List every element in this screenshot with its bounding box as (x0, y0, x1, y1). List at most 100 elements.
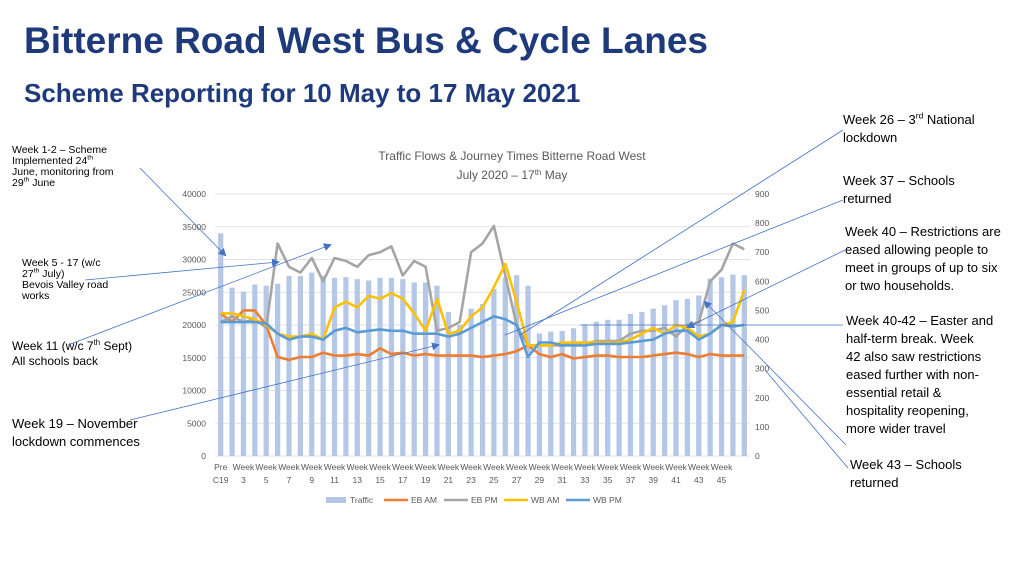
annotation-line: returned (850, 474, 899, 490)
x-axis-tick-label: Week (460, 462, 482, 472)
x-axis-tick-label: 43 (694, 475, 704, 485)
left-axis-tick-label: 0 (201, 451, 206, 461)
traffic-bar (650, 308, 656, 456)
traffic-bar (434, 285, 440, 456)
x-axis-tick-label: 21 (444, 475, 454, 485)
x-axis-tick-label: 11 (330, 475, 339, 485)
traffic-bar (388, 277, 395, 456)
series-line-eb-am (219, 309, 745, 362)
left-axis-tick-label: 30000 (182, 255, 206, 265)
annotation-line: hospitality reopening, (846, 402, 969, 418)
legend-label-eb-am: EB AM (411, 495, 437, 505)
annotation-week-40: Week 40 – Restrictions are eased allowin… (845, 223, 1001, 295)
x-axis-ticks: Pre C19 Week 3 Week 5 Week 7 Week 9 Week 11 Week 13 We… (213, 462, 733, 485)
traffic-bar (536, 333, 543, 456)
left-axis-tick-label: 5000 (187, 418, 206, 428)
annotation-line: Week 11 (w/c 7th Sept) (12, 338, 133, 353)
traffic-bar (422, 282, 429, 456)
traffic-bar (274, 283, 281, 456)
right-axis-tick-label: 400 (755, 335, 769, 345)
traffic-bar (286, 275, 292, 456)
x-axis-tick-label: 41 (671, 475, 681, 485)
page-subtitle: Scheme Reporting for 10 May to 17 May 20… (24, 78, 581, 108)
x-axis-tick-label: 13 (353, 475, 363, 485)
annotation-pointer (139, 167, 227, 257)
left-axis-tick-label: 25000 (182, 287, 206, 297)
traffic-bar (662, 305, 668, 456)
x-axis-tick-label: 27 (512, 475, 522, 485)
x-axis-tick-label: Week (688, 462, 710, 472)
annotation-week-37: Week 37 – Schools returned (843, 172, 955, 208)
x-axis-tick-label: Week (278, 462, 300, 472)
annotation-line: eased further with non- (846, 366, 979, 382)
annotation-pointer (129, 342, 440, 421)
traffic-bars (218, 233, 747, 456)
x-axis-tick-label: 7 (287, 475, 292, 485)
x-axis-tick-label: Week (255, 462, 277, 472)
x-axis-tick-label: 45 (717, 475, 727, 485)
annotation-line: Week 37 – Schools (843, 173, 955, 188)
annotation-line: Week 1-2 – Scheme (12, 144, 107, 156)
traffic-bar (741, 275, 747, 456)
traffic-bar (309, 272, 315, 456)
right-axis-tick-label: 900 (755, 189, 769, 199)
x-axis-tick-label: Week (369, 462, 391, 472)
legend-label-traffic: Traffic (350, 495, 374, 505)
traffic-bar (457, 325, 463, 456)
traffic-bar (297, 275, 303, 456)
x-axis-tick-label: Week (551, 462, 573, 472)
annotation-line: Bevois Valley road (22, 279, 109, 292)
x-axis-tick-label: 17 (398, 475, 408, 485)
x-axis-tick-label: Week (301, 462, 323, 472)
x-axis-tick-label: 25 (489, 475, 499, 485)
traffic-bar (684, 298, 691, 456)
annotation-line: or two households. (845, 277, 955, 293)
series-line-wb-am (220, 262, 746, 347)
annotation-week-19: Week 19 – November lockdown commences (12, 415, 140, 451)
annotation-line: works (22, 290, 50, 303)
traffic-bar (593, 321, 599, 456)
x-axis-tick-label: Week (665, 462, 687, 472)
traffic-bar (366, 280, 372, 456)
right-axis-tick-label: 700 (755, 247, 769, 257)
chart-subtitle: July 2020 – 17th May (457, 168, 568, 182)
x-axis-tick-label: 19 (421, 475, 431, 485)
annotation-week-40-42: Week 40-42 – Easter and half-term break.… (846, 312, 993, 438)
left-axis-ticks: 0 5000 10000 15000 20000 25000 30000 35000 40000 (182, 189, 206, 461)
traffic-bar (639, 311, 645, 456)
x-axis-tick-label: C19 (213, 475, 229, 485)
x-axis-tick-label: Week (529, 462, 551, 472)
annotation-line: more wider travel (846, 420, 946, 436)
annotation-line: Week 40 – Restrictions are (845, 224, 1001, 239)
traffic-bar (411, 282, 417, 456)
annotation-line: lockdown (843, 129, 898, 145)
x-axis-tick-label: Week (642, 462, 664, 472)
annotation-line: Week 19 – November (12, 416, 138, 431)
x-axis-tick-label: 3 (241, 475, 246, 485)
annotation-line: 42 also saw restrictions (846, 348, 982, 364)
annotation-pointer (67, 243, 332, 346)
traffic-bar (491, 288, 497, 456)
annotation-line: June, monitoring from (12, 166, 114, 179)
annotation-line: 27th July) (22, 267, 65, 281)
x-axis-tick-label: Week (438, 462, 460, 472)
series-line-wb-pm (220, 314, 745, 359)
traffic-bar (229, 287, 235, 456)
annotation-pointers (67, 129, 849, 469)
right-axis-tick-label: 800 (755, 218, 769, 228)
x-axis-tick-label: 23 (466, 475, 476, 485)
right-axis-ticks: 0 100 200 300 400 500 600 700 800 900 (755, 189, 769, 461)
traffic-bar (445, 311, 451, 456)
x-axis-tick-label: Week (574, 462, 596, 472)
x-axis-tick-label: Week (711, 462, 733, 472)
traffic-bar (331, 277, 338, 456)
x-axis-tick-label: 37 (626, 475, 636, 485)
annotation-line: meet in groups of up to six (845, 259, 998, 275)
annotation-pointer (686, 249, 846, 328)
x-axis-tick-label: Week (346, 462, 368, 472)
traffic-bar (605, 319, 611, 456)
left-axis-tick-label: 35000 (182, 222, 206, 232)
traffic-bar (400, 279, 406, 456)
x-axis-tick-label: Week (620, 462, 642, 472)
annotation-week-26: Week 26 – 3rd National lockdown (843, 111, 975, 147)
